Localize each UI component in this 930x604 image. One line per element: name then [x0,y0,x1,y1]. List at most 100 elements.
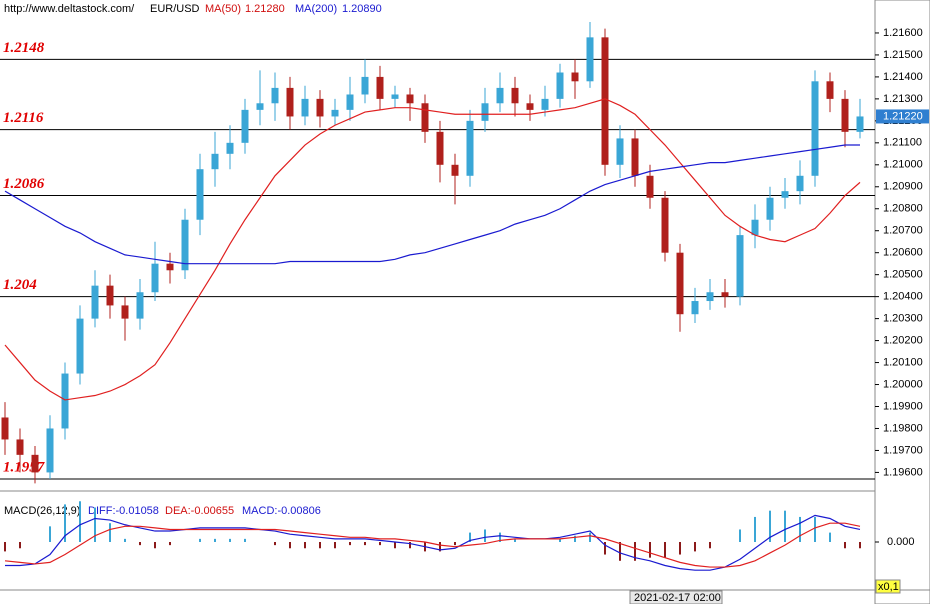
candle-body [436,131,444,165]
candle-body [451,164,459,176]
y-tick-label: 1.20500 [883,269,923,281]
candle-body [556,72,564,99]
zoom-label[interactable]: x0,1 [878,581,899,593]
ma50-value: 1.21280 [245,3,285,15]
current-price-label: 1.21220 [883,110,923,122]
candle-body [481,103,489,121]
candle-body [796,175,804,192]
candle-body [781,191,789,198]
y-tick-label: 1.20100 [883,356,923,368]
candle-body [586,37,594,82]
candle-body [211,153,219,170]
candle-body [121,305,129,319]
candle-body [466,120,474,176]
y-tick-label: 1.21300 [883,93,923,105]
candle-body [106,285,114,306]
macd-diff: DIFF:-0.01058 [88,505,159,517]
candle-body [766,197,774,220]
candle-body [226,142,234,154]
level-label: 1.2148 [3,40,45,56]
candle-body [646,175,654,198]
symbol: EUR/USD [150,3,200,15]
moving-average [4,144,860,265]
candle-body [91,285,99,319]
y-tick-label: 1.20000 [883,378,923,390]
y-tick-label: 1.19700 [883,444,923,456]
candle-body [31,454,39,473]
candle-body [301,98,309,117]
y-tick-label: 1.21500 [883,49,923,61]
y-tick-label: 1.19900 [883,400,923,412]
candle-body [136,292,144,319]
candle-body [616,138,624,165]
macd-line [4,522,861,568]
candle-body [196,169,204,220]
candle-body [706,292,714,302]
candle-body [676,252,684,315]
macd-line [5,514,861,571]
y-tick-label: 1.21000 [883,159,923,171]
y-tick-label: 1.20600 [883,247,923,259]
candle-body [16,439,24,455]
candle-body [286,87,294,117]
y-tick-label: 1.21400 [883,71,923,83]
y-tick-label: 1.20200 [883,334,923,346]
cursor-time: 2021-02-17 02:00 [634,592,721,604]
ma50-label: MA(50) [205,3,241,15]
candle-body [346,94,354,110]
candle-body [496,87,504,104]
y-tick-label: 1.20900 [883,181,923,193]
y-tick-label: 0.000 [887,536,915,548]
candle-body [736,235,744,297]
level-label: 1.2116 [3,110,44,126]
candle-body [661,197,669,253]
candle-body [61,373,69,429]
candle-body [181,219,189,271]
macd-value: MACD:-0.00806 [242,505,321,517]
candle-body [46,428,54,473]
candle-body [421,103,429,132]
candle-body [76,318,84,374]
candle-body [571,72,579,82]
y-tick-label: 1.20800 [883,203,923,215]
y-tick-label: 1.20400 [883,291,923,303]
macd-name: MACD(26,12,9) [4,505,80,517]
time-box [629,590,723,604]
candle-body [601,37,609,165]
candle-body [751,219,759,236]
candle-body [271,87,279,104]
candle-body [841,98,849,132]
site-url: http://www.deltastock.com/ [4,3,135,15]
y-tick-label: 1.21600 [883,27,923,39]
candle-body [241,109,249,143]
candle-body [691,301,699,315]
y-tick-label: 1.21100 [883,137,922,149]
ma200-value: 1.20890 [342,3,382,15]
ma200-label: MA(200) [295,3,337,15]
candle-body [721,292,729,297]
candle-body [826,81,834,99]
candle-body [361,76,369,95]
level-label: 1.204 [3,277,37,293]
candle-body [541,98,549,110]
y-tick-label: 1.19600 [883,466,923,478]
macd-dea: DEA:-0.00655 [165,505,234,517]
candle-body [811,81,819,176]
candle-body [1,417,9,440]
current-price-box [876,109,929,124]
candle-body [256,103,264,110]
candle-body [331,109,339,117]
candle-body [376,76,384,99]
zoom-box[interactable] [875,579,901,594]
moving-average [4,98,861,401]
candle-body [316,98,324,117]
candle-body [631,138,639,176]
candle-body [166,263,174,271]
candle-body [151,263,159,293]
candle-body [391,94,399,99]
candle-body [526,103,534,110]
y-tick-label: 1.19800 [883,422,923,434]
y-tick-label: 1.20300 [883,313,923,325]
